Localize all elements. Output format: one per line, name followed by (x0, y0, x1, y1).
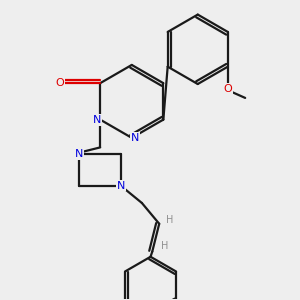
Text: N: N (131, 133, 140, 143)
Text: N: N (75, 149, 84, 159)
Text: N: N (92, 115, 101, 124)
Text: O: O (224, 84, 232, 94)
Text: H: H (161, 242, 168, 251)
Text: H: H (166, 215, 173, 225)
Text: O: O (55, 78, 64, 88)
Text: N: N (117, 181, 125, 190)
